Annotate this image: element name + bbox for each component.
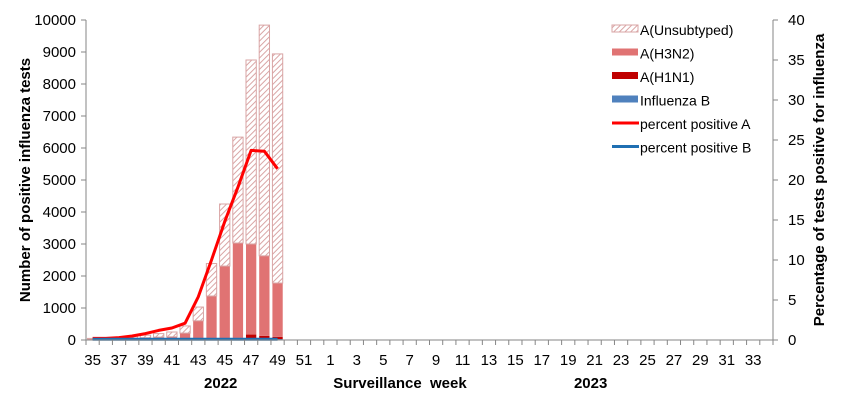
y2-tick-label: 0	[788, 332, 796, 349]
bar-segment	[232, 243, 244, 338]
plot-area	[86, 24, 284, 341]
bar-segment	[245, 334, 257, 340]
y-tick-label: 3000	[43, 236, 76, 253]
x-tick-label: 31	[718, 352, 735, 369]
x-tick-label: 17	[533, 352, 550, 369]
legend-item: percent positive B	[612, 140, 751, 156]
legend-label: A(Unsubtyped)	[640, 22, 733, 38]
legend-item: A(H1N1)	[612, 69, 694, 85]
x-tick-label: 3	[353, 352, 361, 369]
y-axis-title: Number of positive influenza tests	[17, 58, 34, 302]
x-tick-label: 41	[164, 352, 181, 369]
legend-swatch-icon	[612, 48, 638, 56]
line-percent-positive-a	[92, 148, 279, 340]
bar-segment	[258, 24, 271, 257]
y2-tick-label: 15	[788, 212, 805, 229]
bar-segment	[192, 306, 204, 322]
x-tick-label: 15	[507, 352, 524, 369]
y-tick-label: 2000	[43, 268, 76, 285]
y2-tick-label: 25	[788, 132, 805, 149]
x-tick-label: 13	[481, 352, 498, 369]
y-tick-label: 5000	[43, 172, 76, 189]
bar-segment	[166, 331, 178, 338]
year-label: 2022	[204, 375, 237, 392]
x-tick-label: 37	[111, 352, 128, 369]
x-tick-label: 9	[432, 352, 440, 369]
legend-swatch-icon	[612, 72, 638, 79]
x-tick-label: 21	[586, 352, 603, 369]
bar-segment	[193, 320, 204, 339]
y2-tick-label: 40	[788, 12, 805, 29]
legend-item: percent positive A	[612, 116, 751, 132]
legend-item: Influenza B	[612, 93, 710, 109]
y-tick-label: 4000	[43, 204, 76, 221]
bar-segment	[153, 333, 165, 338]
y-tick-label: 10000	[34, 12, 76, 29]
bar-segment	[179, 325, 191, 334]
x-tick-label: 35	[84, 352, 101, 369]
legend-item: A(Unsubtyped)	[611, 22, 733, 38]
y-tick-label: 1000	[43, 300, 76, 317]
legend-label: Influenza B	[640, 93, 710, 109]
y-tick-label: 8000	[43, 76, 76, 93]
bar-segment	[219, 266, 230, 339]
y-tick-label: 6000	[43, 140, 76, 157]
y2-tick-label: 5	[788, 292, 796, 309]
bar-segment	[259, 335, 270, 340]
x-tick-label: 25	[639, 352, 656, 369]
x-tick-label: 29	[692, 352, 709, 369]
x-tick-label: 39	[137, 352, 154, 369]
legend-swatch-icon	[612, 95, 638, 103]
x-tick-label: 19	[560, 352, 577, 369]
x-tick-label: 49	[269, 352, 286, 369]
legend-label: A(H1N1)	[640, 69, 694, 85]
year-label: 2023	[574, 375, 607, 392]
x-tick-label: 23	[613, 352, 630, 369]
x-tick-label: 51	[296, 352, 313, 369]
x-tick-label: 5	[379, 352, 387, 369]
bar-segment	[259, 255, 270, 336]
y-tick-label: 0	[68, 332, 76, 349]
x-tick-label: 7	[406, 352, 414, 369]
legend-item: A(H3N2)	[612, 46, 694, 62]
legend-label: A(H3N2)	[640, 46, 694, 62]
y2-tick-label: 20	[788, 172, 805, 189]
bar-segment	[206, 296, 217, 339]
x-tick-label: 1	[326, 352, 334, 369]
x-tick-label: 27	[666, 352, 683, 369]
legend-label: percent positive B	[640, 140, 751, 156]
bar-segment	[179, 333, 191, 339]
x-tick-label: 33	[745, 352, 762, 369]
legend-label: percent positive A	[640, 116, 751, 132]
x-axis-title: Surveillance week	[333, 375, 467, 392]
y2-tick-label: 10	[788, 252, 805, 269]
y2-axis-title: Percentage of tests positive for influen…	[811, 33, 828, 326]
bar-segment	[272, 283, 283, 337]
y-tick-label: 9000	[43, 44, 76, 61]
legend-swatch-hatched-icon	[611, 24, 639, 33]
x-tick-label: 43	[190, 352, 207, 369]
y-tick-label: 7000	[43, 108, 76, 125]
legend: A(Unsubtyped) A(H3N2) A(H1N1) Influenza B pe…	[611, 22, 751, 156]
axes: 0100020003000400050006000700080009000100…	[34, 12, 804, 392]
y2-tick-label: 30	[788, 92, 805, 109]
bar-segment	[245, 244, 257, 335]
y2-tick-label: 35	[788, 52, 805, 69]
x-tick-label: 11	[455, 352, 471, 369]
x-tick-label: 45	[216, 352, 233, 369]
x-tick-label: 47	[243, 352, 260, 369]
